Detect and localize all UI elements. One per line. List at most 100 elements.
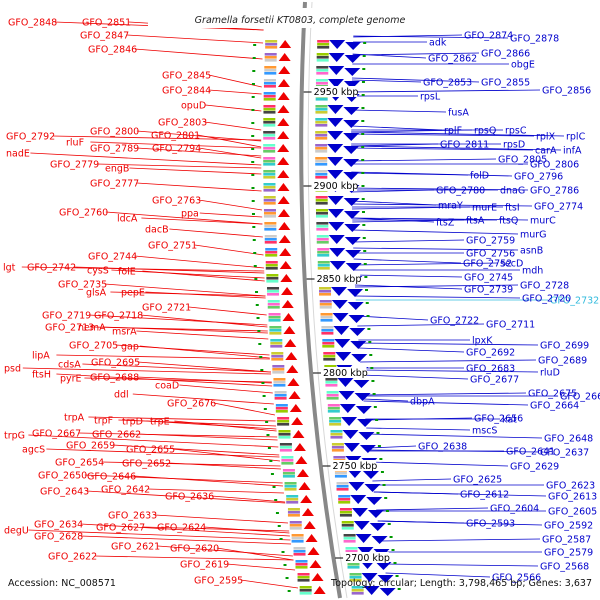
reverse-gene-arrow: [344, 224, 361, 232]
left-gene-label: GFO_2688: [90, 373, 139, 384]
reverse-gene-arrow: [335, 352, 352, 361]
reverse-gene-arrow: [359, 445, 376, 453]
cog-block-reverse: [321, 326, 334, 329]
forward-gene-arrow: [281, 287, 294, 295]
left-gene-label: GFO_2779: [50, 160, 99, 171]
cog-block-forward: [264, 241, 277, 244]
cog-block-reverse: [321, 329, 334, 332]
gc-tick: [252, 226, 256, 228]
left-gene-label: engB: [105, 164, 129, 175]
left-gene-label: GFO_2763: [152, 196, 201, 207]
right-gene-label: murC: [530, 216, 556, 227]
gc-tick: [363, 250, 367, 252]
cog-block-reverse: [351, 589, 364, 592]
gc-tick: [361, 133, 365, 135]
gc-tick: [385, 510, 389, 512]
right-leader-line: [353, 34, 463, 38]
cog-block-forward: [263, 121, 276, 124]
left-gene-label: lipA: [32, 351, 50, 362]
left-gene-label: gap: [121, 342, 139, 353]
right-leader-line: [351, 145, 562, 151]
cog-block-forward: [270, 339, 283, 342]
reverse-gene-arrow: [369, 523, 386, 531]
reverse-gene-arrow: [351, 508, 368, 517]
right-gene-label: ftsQ: [499, 216, 518, 227]
gc-tick: [375, 419, 379, 421]
gc-tick: [361, 185, 365, 187]
kbp-label: 2800 kbp: [323, 368, 368, 379]
left-gene-label: GFO_2650: [38, 471, 87, 482]
forward-gene-arrow: [287, 378, 300, 386]
reverse-gene-arrow: [331, 287, 348, 296]
right-leader-line: [370, 461, 509, 467]
gc-tick: [397, 588, 401, 590]
reverse-gene-arrow: [364, 484, 381, 492]
left-leader-line: [82, 363, 271, 373]
cog-block-reverse: [327, 404, 340, 407]
cog-block-reverse: [326, 394, 339, 397]
cog-block-reverse: [343, 537, 356, 540]
left-gene-label: GFO_2751: [148, 241, 197, 252]
cog-block-forward: [268, 316, 281, 319]
left-gene-label: nadE: [6, 149, 30, 160]
cog-block-reverse: [319, 293, 332, 296]
cog-block-reverse: [341, 524, 354, 527]
gc-tick: [389, 536, 393, 538]
forward-gene-arrow: [298, 482, 311, 490]
gc-tick: [361, 211, 365, 213]
reverse-gene-arrow: [347, 302, 364, 310]
right-leader-line: [351, 187, 529, 191]
forward-gene-arrow: [300, 495, 313, 503]
cog-block-forward: [297, 573, 310, 576]
cog-block-reverse: [341, 521, 354, 524]
cog-block-forward: [286, 495, 299, 498]
kbp-label: 2950 kbp: [314, 87, 359, 98]
left-gene-label: trpD: [122, 417, 143, 428]
cog-block-reverse: [329, 417, 342, 420]
gc-tick: [361, 198, 365, 200]
reverse-gene-arrow: [339, 404, 356, 413]
cog-block-reverse: [315, 196, 328, 199]
cog-block-reverse: [336, 482, 349, 485]
backbone-inner-arc: [307, 1, 348, 599]
reverse-gene-arrow: [377, 575, 394, 583]
backbone-arc: [299, 1, 342, 599]
left-leader-line: [140, 314, 268, 328]
cog-block-forward: [263, 183, 276, 186]
cog-block-reverse: [317, 43, 330, 46]
cog-block-forward: [268, 313, 281, 316]
cog-block-forward: [267, 300, 280, 303]
cog-block-forward: [291, 534, 304, 537]
right-gene-label: GFO_2689: [538, 356, 587, 367]
forward-gene-arrow: [286, 365, 299, 373]
cog-block-forward: [263, 95, 276, 98]
right-gene-label: GFO_2745: [464, 273, 513, 284]
cog-block-forward: [265, 40, 278, 43]
cog-block-forward: [273, 384, 286, 387]
right-leader-line: [377, 520, 543, 526]
reverse-gene-arrow: [375, 562, 392, 570]
right-gene-label: GFO_2711: [486, 320, 535, 331]
cog-block-reverse: [338, 501, 351, 504]
cog-block-forward: [297, 579, 310, 582]
cog-block-reverse: [320, 316, 333, 319]
cog-block-reverse: [315, 108, 328, 111]
left-leader-line: [137, 361, 271, 373]
cog-block-reverse: [339, 508, 352, 511]
left-gene-label: GFO_2642: [101, 485, 150, 496]
left-leader-line: [141, 217, 263, 225]
cog-block-forward: [271, 352, 284, 355]
cog-block-forward: [263, 98, 276, 101]
left-gene-label: GFO_2643: [40, 487, 89, 498]
title-background: [148, 8, 454, 28]
right-gene-label: carA: [535, 146, 557, 157]
reverse-gene-arrow: [328, 235, 345, 244]
forward-gene-arrow: [278, 222, 291, 230]
cog-block-forward: [266, 274, 279, 277]
gc-tick: [253, 252, 257, 254]
left-leader-line: [28, 434, 279, 448]
gc-tick: [395, 575, 399, 577]
left-gene-label: GFO_2595: [194, 576, 243, 587]
cog-block-reverse: [315, 79, 328, 82]
left-leader-line: [216, 547, 294, 561]
